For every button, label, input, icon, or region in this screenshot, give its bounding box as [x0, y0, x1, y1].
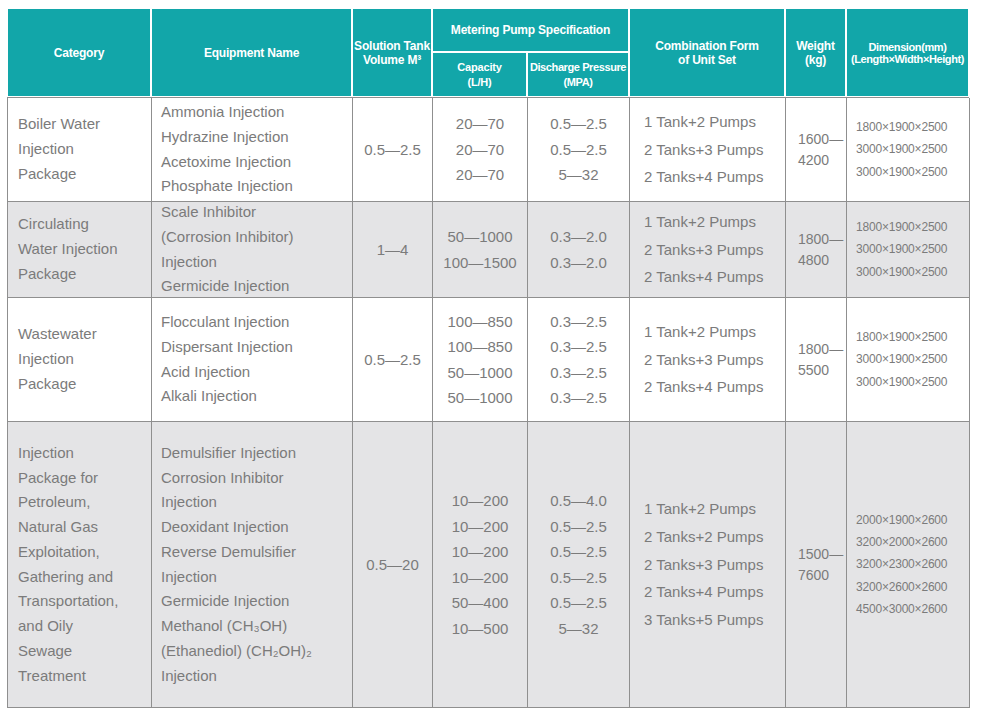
row1-dimension-cell: 1800×1900×2500 3000×1900×2500 3000×1900×…: [847, 98, 970, 202]
row2-combination-cell: 1 Tank+2 Pumps 2 Tanks+3 Pumps 2 Tanks+4…: [630, 202, 786, 298]
row4-category-cell: Injection Package for Petroleum, Natural…: [8, 422, 152, 708]
row1-capacity-cell: 20—70 20—70 20—70: [433, 98, 528, 202]
page: Category Equipment Name Solution Tank Vo…: [0, 0, 982, 721]
row1-tank-volume-cell: 0.5—2.5: [353, 98, 433, 202]
row3-weight-cell: 1800— 5500: [786, 298, 847, 422]
header-capacity: Capacity (L/H): [432, 52, 527, 97]
table-header: Category Equipment Name Solution Tank Vo…: [7, 8, 969, 97]
header-dimension: Dimension(mm) (Length×Width×Height): [846, 8, 969, 97]
row2-capacity-cell: 50—1000 100—1500: [433, 202, 528, 298]
row3-equipment-cell: Flocculant Injection Dispersant Injectio…: [152, 298, 353, 422]
row3-capacity-cell: 100—850 100—850 50—1000 50—1000: [433, 298, 528, 422]
row4-weight-cell: 1500— 7600: [786, 422, 847, 708]
row3-dimension-cell: 1800×1900×2500 3000×1900×2500 3000×1900×…: [847, 298, 970, 422]
row1-combination-cell: 1 Tank+2 Pumps 2 Tanks+3 Pumps 2 Tanks+4…: [630, 98, 786, 202]
row2-weight-cell: 1800— 4800: [786, 202, 847, 298]
row2-category-cell: Circulating Water Injection Package: [8, 202, 152, 298]
row2-pressure-cell: 0.3—2.0 0.3—2.0: [528, 202, 630, 298]
row2-equipment-cell: Scale Inhibitor (Corrosion Inhibitor) In…: [152, 202, 353, 298]
row2-tank-volume-cell: 1—4: [353, 202, 433, 298]
row1-category-cell: Boiler Water Injection Package: [8, 98, 152, 202]
table-body: Boiler Water Injection Package Ammonia I…: [7, 97, 969, 708]
row4-combination-cell: 1 Tank+2 Pumps 2 Tanks+2 Pumps 2 Tanks+3…: [630, 422, 786, 708]
row3-combination-cell: 1 Tank+2 Pumps 2 Tanks+3 Pumps 2 Tanks+4…: [630, 298, 786, 422]
row3-tank-volume-cell: 0.5—2.5: [353, 298, 433, 422]
row4-tank-volume-cell: 0.5—20: [353, 422, 433, 708]
row1-weight-cell: 1600— 4200: [786, 98, 847, 202]
row4-capacity-cell: 10—200 10—200 10—200 10—200 50—400 10—50…: [433, 422, 528, 708]
row2-dimension-cell: 1800×1900×2500 3000×1900×2500 3000×1900×…: [847, 202, 970, 298]
header-weight: Weight (kg): [785, 8, 846, 97]
header-equipment-name: Equipment Name: [151, 8, 352, 97]
equipment-spec-table: Category Equipment Name Solution Tank Vo…: [7, 8, 969, 708]
row3-category-cell: Wastewater Injection Package: [8, 298, 152, 422]
header-category: Category: [7, 8, 151, 97]
header-combination-form: Combination Form of Unit Set: [629, 8, 785, 97]
row3-pressure-cell: 0.3—2.5 0.3—2.5 0.3—2.5 0.3—2.5: [528, 298, 630, 422]
header-discharge-pressure: Discharge Pressure (MPA): [527, 52, 629, 97]
row4-equipment-cell: Demulsifier Injection Corrosion Inhibito…: [152, 422, 353, 708]
row4-pressure-cell: 0.5—4.0 0.5—2.5 0.5—2.5 0.5—2.5 0.5—2.5 …: [528, 422, 630, 708]
row4-dimension-cell: 2000×1900×2600 3200×2000×2600 3200×2300×…: [847, 422, 970, 708]
header-solution-tank-volume: Solution Tank Volume M³: [352, 8, 432, 97]
row1-equipment-cell: Ammonia Injection Hydrazine Injection Ac…: [152, 98, 353, 202]
header-metering-pump-specification: Metering Pump Specification: [432, 8, 629, 52]
row1-pressure-cell: 0.5—2.5 0.5—2.5 5—32: [528, 98, 630, 202]
